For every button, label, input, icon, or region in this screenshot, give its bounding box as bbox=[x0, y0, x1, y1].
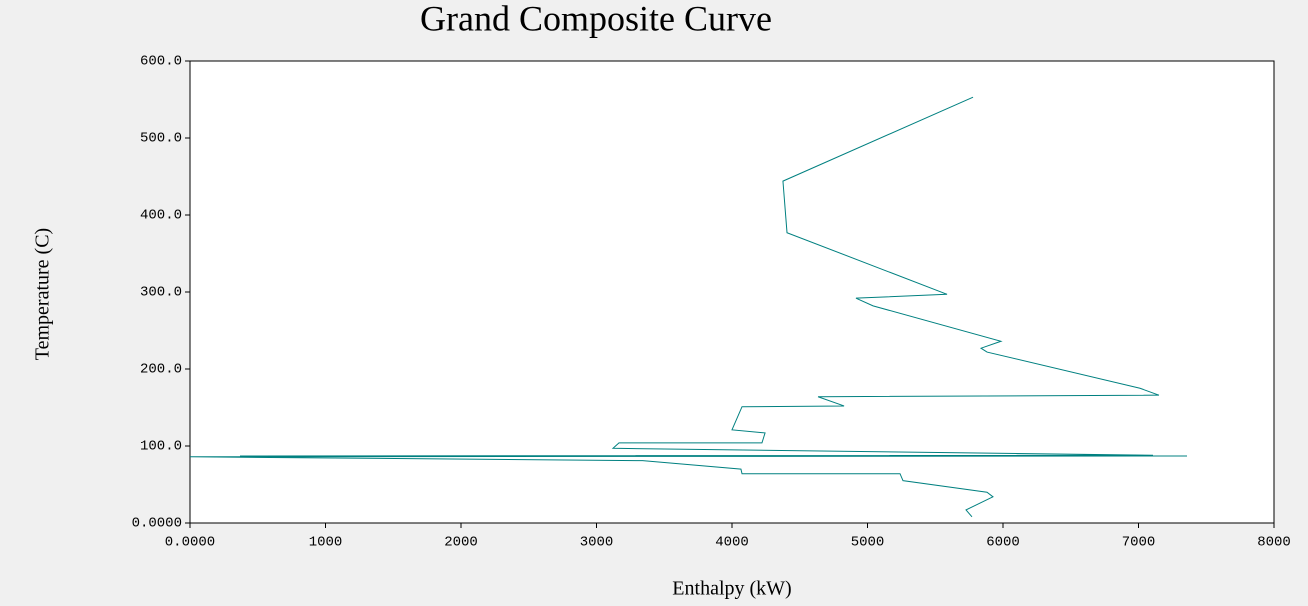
x-tick-label: 1000 bbox=[309, 535, 343, 551]
x-tick-label: 0.0000 bbox=[165, 535, 215, 551]
x-tick-label: 4000 bbox=[715, 535, 749, 551]
curve bbox=[189, 96, 1188, 518]
y-tick-label: 300.0 bbox=[140, 285, 182, 301]
y-tick-label: 400.0 bbox=[140, 208, 182, 224]
y-tick-label: 0.0000 bbox=[132, 516, 182, 532]
x-tick-label: 5000 bbox=[851, 535, 885, 551]
y-tick-label: 100.0 bbox=[140, 439, 182, 455]
x-tick-label: 6000 bbox=[986, 535, 1020, 551]
x-axis-label: Enthalpy (kW) bbox=[672, 578, 791, 600]
x-tick-label: 2000 bbox=[444, 535, 478, 551]
x-tick-label: 3000 bbox=[580, 535, 614, 551]
y-tick-label: 200.0 bbox=[140, 362, 182, 378]
x-tick-label: 8000 bbox=[1257, 535, 1291, 551]
y-tick-label: 500.0 bbox=[140, 131, 182, 147]
x-tick-label: 7000 bbox=[1122, 535, 1156, 551]
plot-area bbox=[189, 60, 1275, 524]
y-tick-label: 600.0 bbox=[140, 54, 182, 70]
y-axis-label: Temperature (C) bbox=[32, 228, 54, 360]
chart-title: Grand Composite Curve bbox=[420, 0, 772, 38]
